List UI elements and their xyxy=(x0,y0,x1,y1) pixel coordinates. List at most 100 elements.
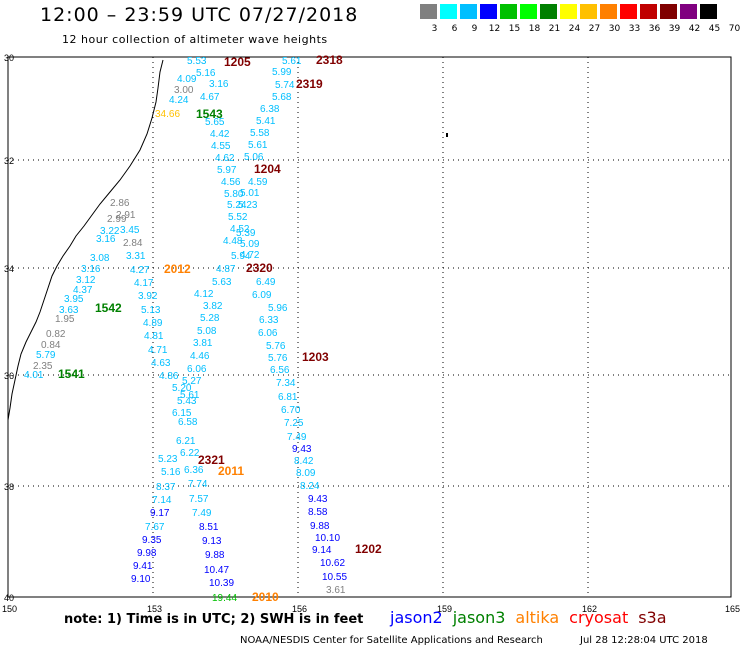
swh-observation: 4.12 xyxy=(194,289,214,300)
legend-item-jason2: jason2 xyxy=(390,608,443,627)
swh-observation: 8.51 xyxy=(199,522,219,533)
swh-observation: 2.84 xyxy=(123,238,143,249)
swh-observation: 4.37 xyxy=(73,285,93,296)
swh-observation: 5.43 xyxy=(177,396,197,407)
track-time-label: 1205 xyxy=(224,55,251,69)
swh-observation: 3.31 xyxy=(126,251,146,262)
scale-swatch xyxy=(620,4,637,19)
swh-observation: 5.61 xyxy=(282,56,302,67)
track-time-label: 1543 xyxy=(196,107,223,121)
scale-label: 36 xyxy=(648,24,661,34)
lat-label: 36 xyxy=(4,371,14,381)
track-time-label: 1542 xyxy=(95,301,122,315)
swh-observation: 4.09 xyxy=(177,74,197,85)
swh-observation: 5.08 xyxy=(197,326,217,337)
swh-observation: 6.15 xyxy=(172,408,192,419)
swh-observation: 7.25 xyxy=(284,418,304,429)
swh-observation: 8.37 xyxy=(156,482,176,493)
swh-observation: 4.46 xyxy=(190,351,210,362)
lon-label: 159 xyxy=(437,604,452,614)
swh-observation: 7.14 xyxy=(152,495,172,506)
track-time-label: 1204 xyxy=(254,162,281,176)
scale-swatch xyxy=(460,4,477,19)
swh-observation: 4.63 xyxy=(151,358,171,369)
swh-observation: 2.91 xyxy=(116,210,136,221)
lat-label: 38 xyxy=(4,482,14,492)
page-title: 12:00 – 23:59 UTC 07/27/2018 xyxy=(40,4,359,26)
swh-observation: 6.56 xyxy=(270,365,290,376)
scale-label: 33 xyxy=(628,24,641,34)
scale-label: 27 xyxy=(588,24,601,34)
swh-observation: 4.24 xyxy=(169,95,189,106)
swh-observation: 9.17 xyxy=(150,508,170,519)
swh-observation: 6.21 xyxy=(176,436,196,447)
coastline xyxy=(7,59,164,421)
lat-label: 34 xyxy=(4,264,14,274)
swh-observation: 9.13 xyxy=(202,536,222,547)
scale-label: 42 xyxy=(688,24,701,34)
track-time-label: 1541 xyxy=(58,367,85,381)
legend-item-s3a: s3a xyxy=(638,608,667,627)
swh-observation: 4.62 xyxy=(215,153,235,164)
scale-swatch xyxy=(700,4,717,19)
swh-observation: 2.99 xyxy=(107,214,127,225)
island-marker xyxy=(446,133,448,137)
swh-observation: 5.23 xyxy=(238,200,258,211)
swh-observation: 6.70 xyxy=(281,405,301,416)
swh-observation: 5.27 xyxy=(182,376,202,387)
track-time-label: 1202 xyxy=(355,542,382,556)
legend-item-altika: altika xyxy=(515,608,560,627)
swh-observation: 5.68 xyxy=(272,92,292,103)
swh-observation: 6.38 xyxy=(260,104,280,115)
track-time-label: 2321 xyxy=(198,453,225,467)
swh-observation: 0.84 xyxy=(41,340,61,351)
swh-observation: 5.61 xyxy=(248,140,268,151)
swh-observation: 4.71 xyxy=(148,345,168,356)
scale-swatch xyxy=(440,4,457,19)
swh-observation: 6.49 xyxy=(256,277,276,288)
legend-item-cryosat: cryosat xyxy=(569,608,629,627)
swh-observation: 5.16 xyxy=(161,467,181,478)
swh-observation: 7.67 xyxy=(145,522,165,533)
scale-swatch xyxy=(580,4,597,19)
swh-observation: 5.96 xyxy=(268,303,288,314)
swh-observation: 6.36 xyxy=(184,465,204,476)
swh-observation: 10.47 xyxy=(204,565,229,576)
track-time-label: 2010 xyxy=(252,590,279,604)
swh-observation: 5.20 xyxy=(172,383,192,394)
swh-observation: 4.17 xyxy=(134,278,154,289)
swh-observation: 6.06 xyxy=(187,364,207,375)
swh-observation: 4.89 xyxy=(143,318,163,329)
swh-observation: 4.56 xyxy=(221,177,241,188)
swh-observation: 5.24 xyxy=(227,200,247,211)
swh-observation: 8.09 xyxy=(296,468,316,479)
swh-observation: 3.92 xyxy=(138,291,158,302)
swh-observation: 6.33 xyxy=(259,315,279,326)
swh-observation: 5.65 xyxy=(205,117,225,128)
swh-observation: 4.81 xyxy=(144,331,164,342)
swh-observation: 34.66 xyxy=(155,109,180,120)
swh-observation: 5.41 xyxy=(256,116,276,127)
scale-swatch xyxy=(600,4,617,19)
swh-observation: 4.52 xyxy=(230,224,250,235)
lon-label: 165 xyxy=(725,604,740,614)
scale-label: 6 xyxy=(451,24,458,34)
lon-label: 153 xyxy=(147,604,162,614)
swh-observation: 10.10 xyxy=(315,533,340,544)
map-frame xyxy=(7,56,732,598)
swh-observation: 8.42 xyxy=(294,456,314,467)
swh-observation: 3.22 xyxy=(100,226,120,237)
swh-observation: 4.67 xyxy=(200,92,220,103)
scale-swatch xyxy=(420,4,437,19)
swh-observation: 9.35 xyxy=(142,535,162,546)
swh-observation: 9.88 xyxy=(310,521,330,532)
swh-observation: 6.81 xyxy=(278,392,298,403)
swh-observation: 3.16 xyxy=(96,234,116,245)
swh-observation: 2.35 xyxy=(33,361,53,372)
swh-observation: 9.43 xyxy=(292,444,312,455)
scale-label: 39 xyxy=(668,24,681,34)
swh-observation: 5.97 xyxy=(217,165,237,176)
swh-observation: 7.49 xyxy=(287,432,307,443)
swh-observation: 5.01 xyxy=(240,188,260,199)
